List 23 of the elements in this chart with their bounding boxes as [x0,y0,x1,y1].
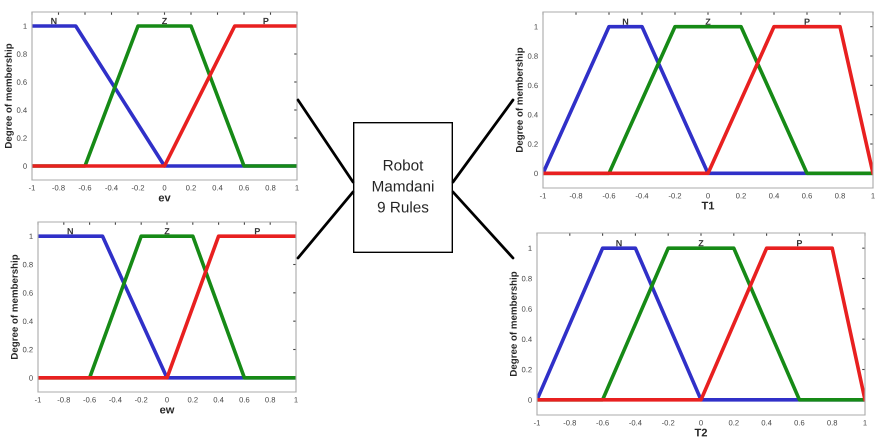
series-label: N [51,18,57,24]
series-label: Z [706,18,710,25]
x-axis-title: ev [158,195,171,202]
series-label: N [68,228,73,234]
series-label: Z [164,228,170,234]
text: Mamdani [372,180,434,192]
series-label: P [254,228,260,234]
text: Robot [384,159,424,171]
y-axis-title: Degree of membership [4,44,14,148]
series-label: N [622,18,628,25]
series-label: Z [698,240,704,246]
series-label: N [616,240,622,246]
x-axis-title: T1 [702,202,714,210]
text: 9 Rules [378,201,428,213]
y-axis-title: Degree of membership [516,48,525,152]
series-label: P [263,18,269,24]
series-label: P [796,240,802,246]
y-axis-title: Degree of membership [10,254,20,360]
x-axis-title: ew [160,407,174,414]
y-axis-title: Degree of membership [510,272,519,376]
series-label: Z [162,18,167,24]
x-axis-title: T2 [694,428,708,436]
series-label: P [804,18,810,25]
